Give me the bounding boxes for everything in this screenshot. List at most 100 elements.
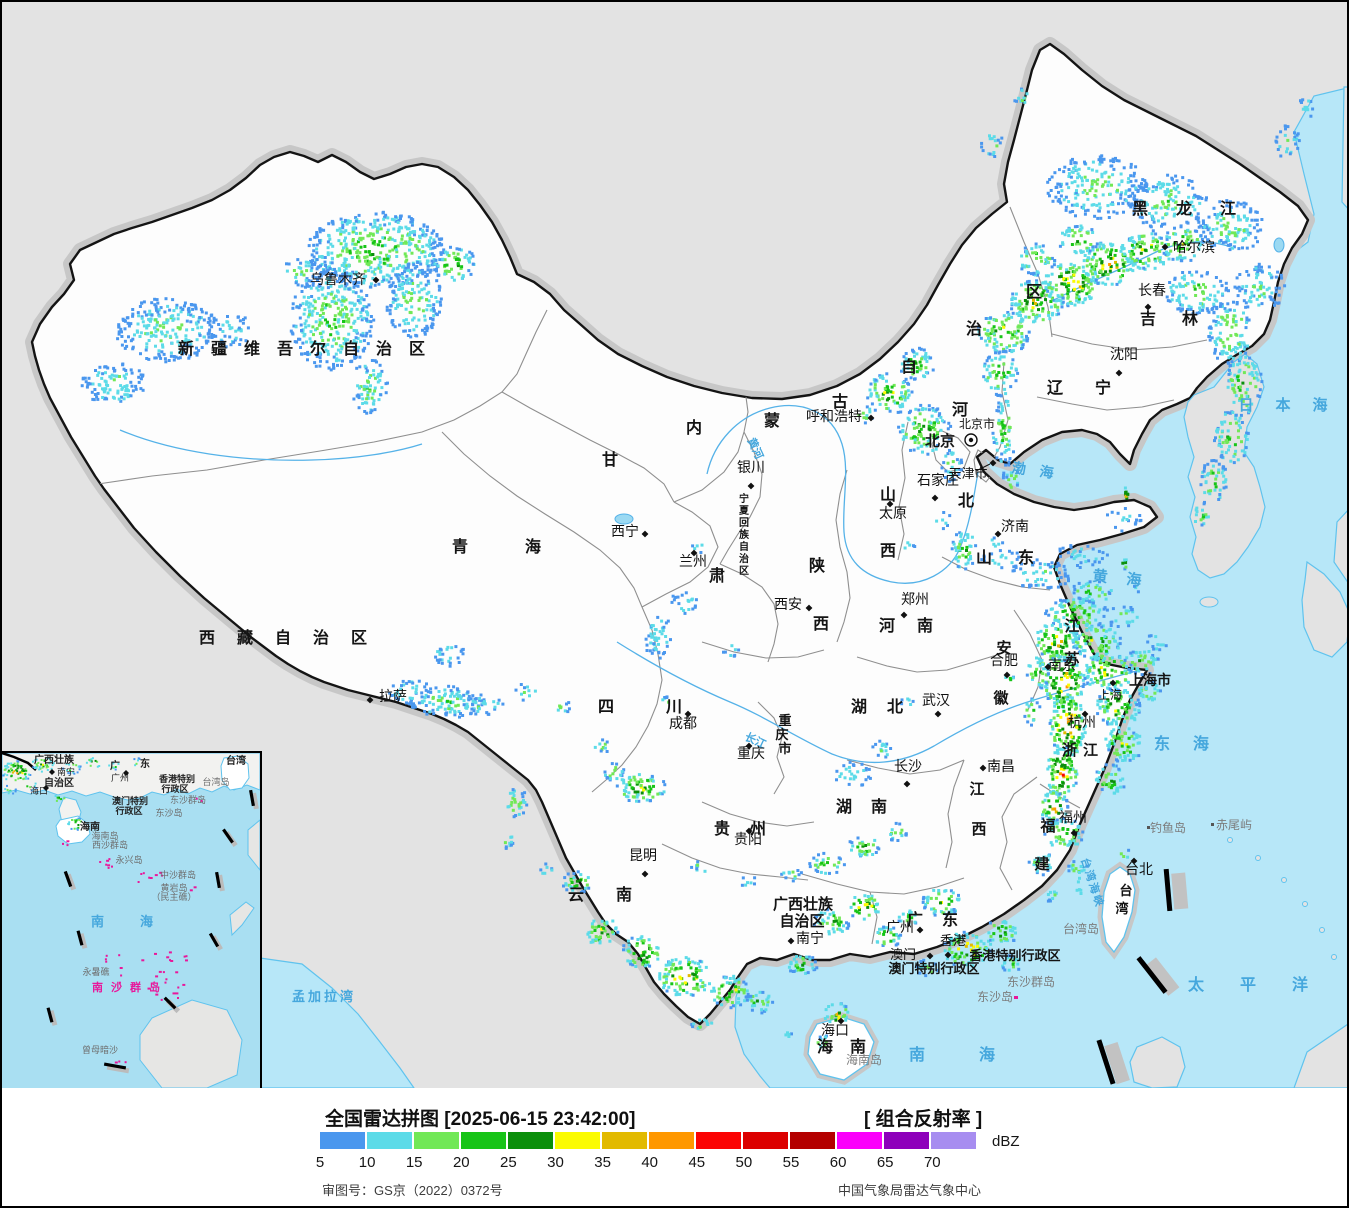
radar-pixel [145,324,149,328]
radar-pixel [806,971,810,975]
radar-pixel [230,326,234,330]
radar-pixel [307,244,311,248]
radar-pixel [287,262,291,266]
radar-pixel [408,270,412,274]
radar-pixel [92,398,96,402]
radar-pixel [180,344,184,348]
radar-pixel [1073,588,1077,591]
radar-pixel [746,881,749,885]
radar-echo-cluster [615,773,667,803]
radar-pixel [1027,860,1031,864]
radar-pixel [338,276,341,280]
radar-pixel [619,773,623,777]
radar-pixel [417,299,421,302]
radar-pixel [342,296,346,300]
radar-pixel [172,309,176,313]
radar-pixel [156,310,160,314]
radar-pixel [379,265,383,269]
radar-pixel [1153,658,1157,662]
radar-pixel [896,401,900,405]
ryukyu-island [1227,837,1233,843]
radar-pixel [1111,739,1115,743]
radar-pixel [1080,737,1084,740]
radar-echo-cluster [1025,656,1050,690]
radar-pixel [134,387,138,391]
radar-pixel [902,435,906,439]
radar-pixel [443,694,446,698]
radar-pixel [972,951,976,954]
radar-pixel [867,902,871,906]
radar-pixel [1061,300,1065,304]
radar-pixel [373,272,377,276]
radar-pixel [435,262,439,266]
radar-pixel [950,899,954,903]
radar-pixel [1001,964,1005,968]
radar-pixel [468,250,472,254]
radar-pixel [677,602,681,606]
radar-pixel [295,305,299,309]
radar-pixel [1035,281,1039,285]
radar-pixel [331,268,335,271]
radar-pixel [1024,315,1028,319]
radar-pixel [368,389,372,393]
radar-pixel [1138,701,1141,705]
radar-pixel [1092,664,1096,668]
radar-pixel [387,280,391,284]
radar-pixel [400,272,404,275]
radar-pixel [813,960,817,964]
radar-pixel [913,545,917,548]
radar-pixel [1062,775,1066,779]
radar-pixel [344,236,347,240]
radar-pixel [1079,704,1083,708]
radar-pixel [684,956,688,960]
radar-echo-cluster [556,701,571,714]
radar-pixel [300,329,303,332]
radar-pixel [1032,284,1036,288]
radar-pixel [1139,694,1143,697]
radar-pixel [110,373,114,377]
radar-pixel [1138,692,1142,696]
radar-pixel [325,265,329,269]
radar-pixel [1074,716,1078,720]
radar-pixel [329,273,332,277]
radar-pixel [361,331,365,335]
radar-pixel [1048,317,1052,321]
radar-pixel [1117,730,1121,734]
radar-pixel [643,786,647,790]
radar-pixel [391,248,395,252]
radar-pixel [913,438,917,442]
radar-pixel [1005,937,1008,941]
radar-pixel [1069,545,1073,549]
radar-pixel [972,953,976,957]
radar-pixel [1020,562,1023,566]
radar-pixel [242,318,245,321]
radar-pixel [1096,780,1100,783]
radar-pixel [151,333,155,337]
radar-pixel [492,700,496,704]
radar-pixel [863,852,867,856]
radar-pixel [1053,618,1057,622]
radar-pixel [1063,764,1067,767]
radar-pixel [468,256,472,260]
radar-pixel [341,308,344,312]
radar-pixel [1072,584,1076,588]
radar-pixel [1074,775,1078,779]
radar-pixel [390,217,394,221]
radar-pixel [348,251,352,255]
radar-pixel [306,315,310,319]
radar-pixel [708,982,711,986]
radar-pixel [629,962,633,966]
radar-pixel [1010,933,1014,937]
radar-pixel [606,776,610,780]
radar-pixel [344,298,348,302]
radar-pixel [368,329,372,333]
radar-pixel [799,871,803,875]
radar-pixel [1067,683,1071,687]
radar-pixel [740,883,744,887]
radar-pixel [956,898,960,902]
radar-pixel [149,331,153,335]
radar-pixel [998,549,1002,553]
radar-pixel [342,320,345,323]
radar-pixel [665,977,668,981]
radar-pixel [678,987,682,991]
